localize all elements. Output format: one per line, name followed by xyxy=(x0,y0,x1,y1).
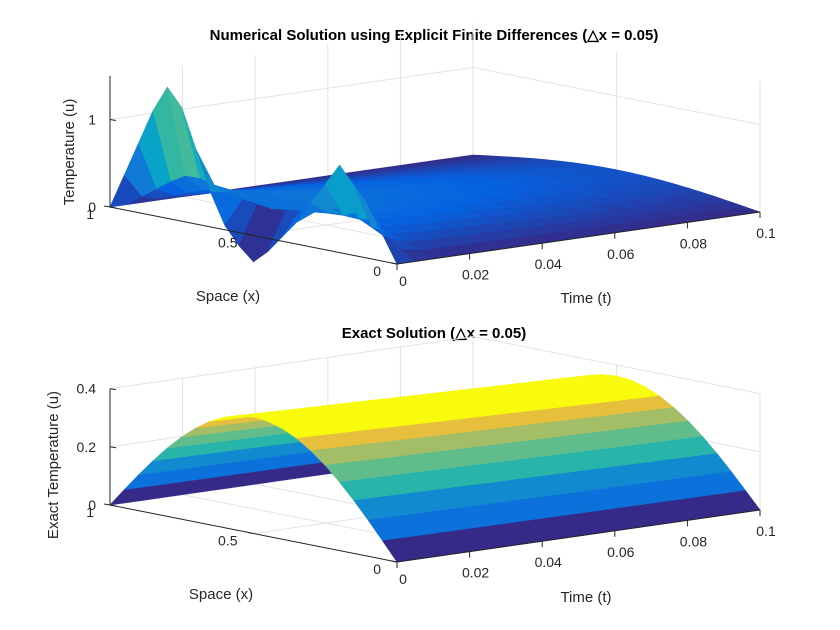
t-tick-label-3: 0.06 xyxy=(607,544,634,560)
x-tick-label-1: 0.5 xyxy=(218,235,238,251)
exact-surface xyxy=(109,374,761,563)
numerical-y-axis-label: Time (t) xyxy=(560,290,611,307)
t-tick-label-5: 0.1 xyxy=(756,225,776,241)
numerical-z-axis-label: Temperature (u) xyxy=(61,99,78,206)
x-tick-label-2: 1 xyxy=(86,504,94,520)
t-tick-label-0: 0 xyxy=(399,273,407,289)
t-tick-label-1: 0.02 xyxy=(462,565,489,581)
numerical-solution-plot: Numerical Solution using Explicit Finite… xyxy=(61,23,776,307)
numerical-plot-title: Numerical Solution using Explicit Finite… xyxy=(210,27,659,44)
t-axis-line xyxy=(396,211,761,265)
exact-axes: 00.510 0.020.040.060.080.100.20.4 xyxy=(77,381,776,587)
t-tick-label-3: 0.06 xyxy=(607,246,634,262)
x-tick-2 xyxy=(103,503,111,506)
numerical-axes: 00.510 0.020.040.060.080.101 xyxy=(86,75,776,289)
x-tick-label-0: 0 xyxy=(373,561,381,577)
grid-line-zx-2 xyxy=(472,336,761,395)
numerical-x-axis-label: Space (x) xyxy=(196,288,260,305)
z-tick-label-1: 0.2 xyxy=(77,439,97,455)
z-tick-1 xyxy=(109,446,117,449)
grid-line-zt-2 xyxy=(109,336,474,390)
t-axis-line xyxy=(396,509,761,563)
exact-x-axis-label: Space (x) xyxy=(189,586,253,603)
z-tick-2 xyxy=(109,388,117,391)
t-tick-label-4: 0.08 xyxy=(680,235,707,251)
x-tick-label-2: 1 xyxy=(86,206,94,222)
t-tick-label-2: 0.04 xyxy=(535,256,562,272)
z-tick-label-0: 0 xyxy=(88,497,96,513)
x-tick-0 xyxy=(390,560,398,563)
x-tick-2 xyxy=(103,205,111,208)
t-tick-label-1: 0.02 xyxy=(462,267,489,283)
x-tick-label-1: 0.5 xyxy=(218,533,238,549)
x-tick-1 xyxy=(247,234,254,236)
exact-z-axis-label: Exact Temperature (u) xyxy=(45,391,62,539)
x-tick-1 xyxy=(247,532,254,534)
z-tick-label-2: 0.4 xyxy=(77,381,97,397)
t-tick-label-4: 0.08 xyxy=(680,533,707,549)
x-tick-label-0: 0 xyxy=(373,263,381,279)
exact-solution-plot: Exact Solution (△x = 0.05) 00.510 0.020.0… xyxy=(45,325,776,606)
numerical-surface xyxy=(109,86,761,265)
t-tick-label-5: 0.1 xyxy=(756,523,776,539)
x-tick-0 xyxy=(390,262,398,265)
grid-line-zx-1 xyxy=(472,66,761,125)
exact-plot-title: Exact Solution (△x = 0.05) xyxy=(342,325,527,342)
z-tick-0 xyxy=(109,206,117,209)
t-tick-label-2: 0.04 xyxy=(535,554,562,570)
z-tick-label-1: 1 xyxy=(88,111,96,127)
z-tick-1 xyxy=(109,118,117,121)
z-tick-0 xyxy=(109,504,117,507)
z-tick-label-0: 0 xyxy=(88,199,96,215)
t-tick-label-0: 0 xyxy=(399,571,407,587)
exact-y-axis-label: Time (t) xyxy=(560,589,611,606)
